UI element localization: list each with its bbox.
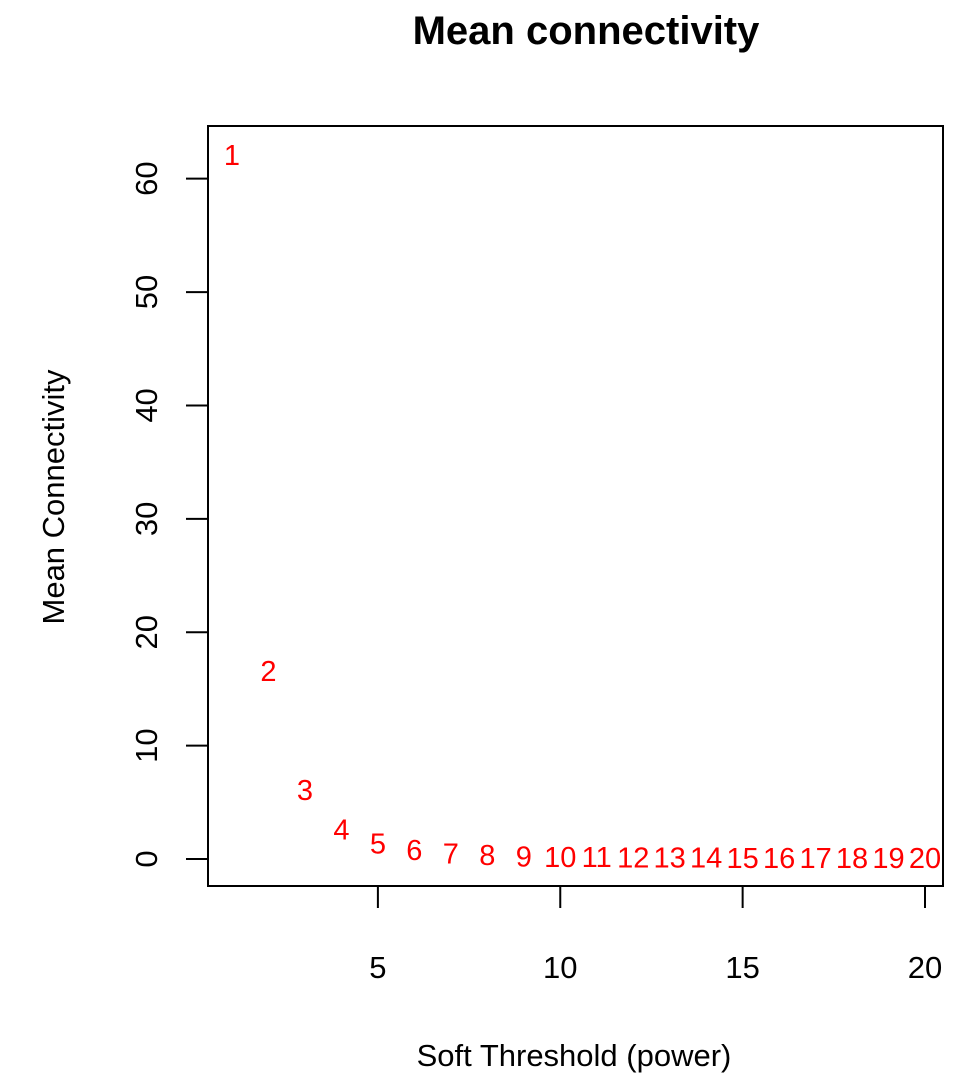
x-axis: 5 10 15 20: [369, 886, 942, 985]
y-tick-label: 50: [129, 275, 164, 309]
data-point-label: 4: [333, 815, 349, 847]
chart-title: Mean connectivity: [413, 9, 761, 53]
y-axis-label: Mean Connectivity: [36, 369, 71, 625]
data-point-label: 12: [617, 842, 649, 874]
x-tick-label: 15: [725, 950, 759, 985]
data-point-label: 15: [726, 843, 758, 875]
data-point-label: 5: [370, 828, 386, 860]
x-tick-label: 5: [369, 950, 386, 985]
y-tick-label: 20: [129, 615, 164, 649]
data-point-label: 7: [443, 838, 459, 870]
data-point-label: 1: [224, 140, 240, 172]
y-tick-label: 40: [129, 388, 164, 422]
data-point-label: 20: [909, 843, 941, 875]
data-point-label: 10: [544, 842, 576, 874]
x-tick-label: 10: [543, 950, 577, 985]
y-tick-label: 10: [129, 728, 164, 762]
x-axis-label: Soft Threshold (power): [417, 1038, 732, 1073]
data-point-label: 6: [406, 835, 422, 867]
data-point-label: 13: [654, 843, 686, 875]
y-tick-label: 60: [129, 161, 164, 195]
data-point-label: 8: [479, 840, 495, 872]
data-point-label: 2: [260, 656, 276, 688]
data-point-label: 18: [836, 843, 868, 875]
data-point-label: 14: [690, 843, 722, 875]
data-point-label: 9: [516, 841, 532, 873]
data-point-label: 19: [872, 843, 904, 875]
data-point-label: 17: [799, 843, 831, 875]
y-tick-label: 30: [129, 502, 164, 536]
x-tick-label: 20: [908, 950, 942, 985]
data-point-label: 3: [297, 775, 313, 807]
data-point-label: 16: [763, 843, 795, 875]
plot-frame: [207, 125, 944, 887]
data-point-label: 11: [582, 842, 612, 874]
y-tick-label: 0: [129, 850, 164, 867]
y-axis: 0 10 20 30 40 50 60: [129, 161, 208, 868]
